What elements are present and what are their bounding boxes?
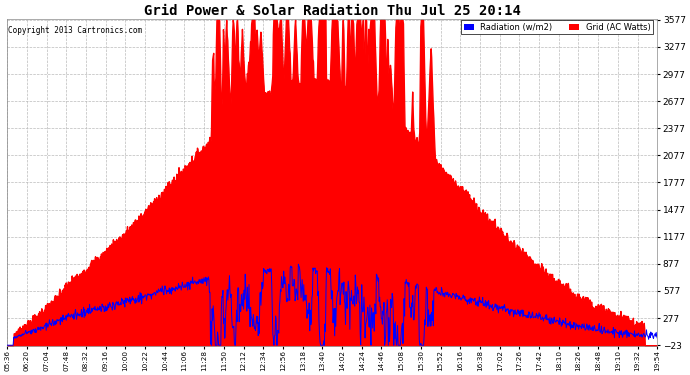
Legend: Radiation (w/m2), Grid (AC Watts): Radiation (w/m2), Grid (AC Watts) [461, 20, 653, 34]
Title: Grid Power & Solar Radiation Thu Jul 25 20:14: Grid Power & Solar Radiation Thu Jul 25 … [144, 4, 521, 18]
Text: Copyright 2013 Cartronics.com: Copyright 2013 Cartronics.com [8, 26, 143, 35]
